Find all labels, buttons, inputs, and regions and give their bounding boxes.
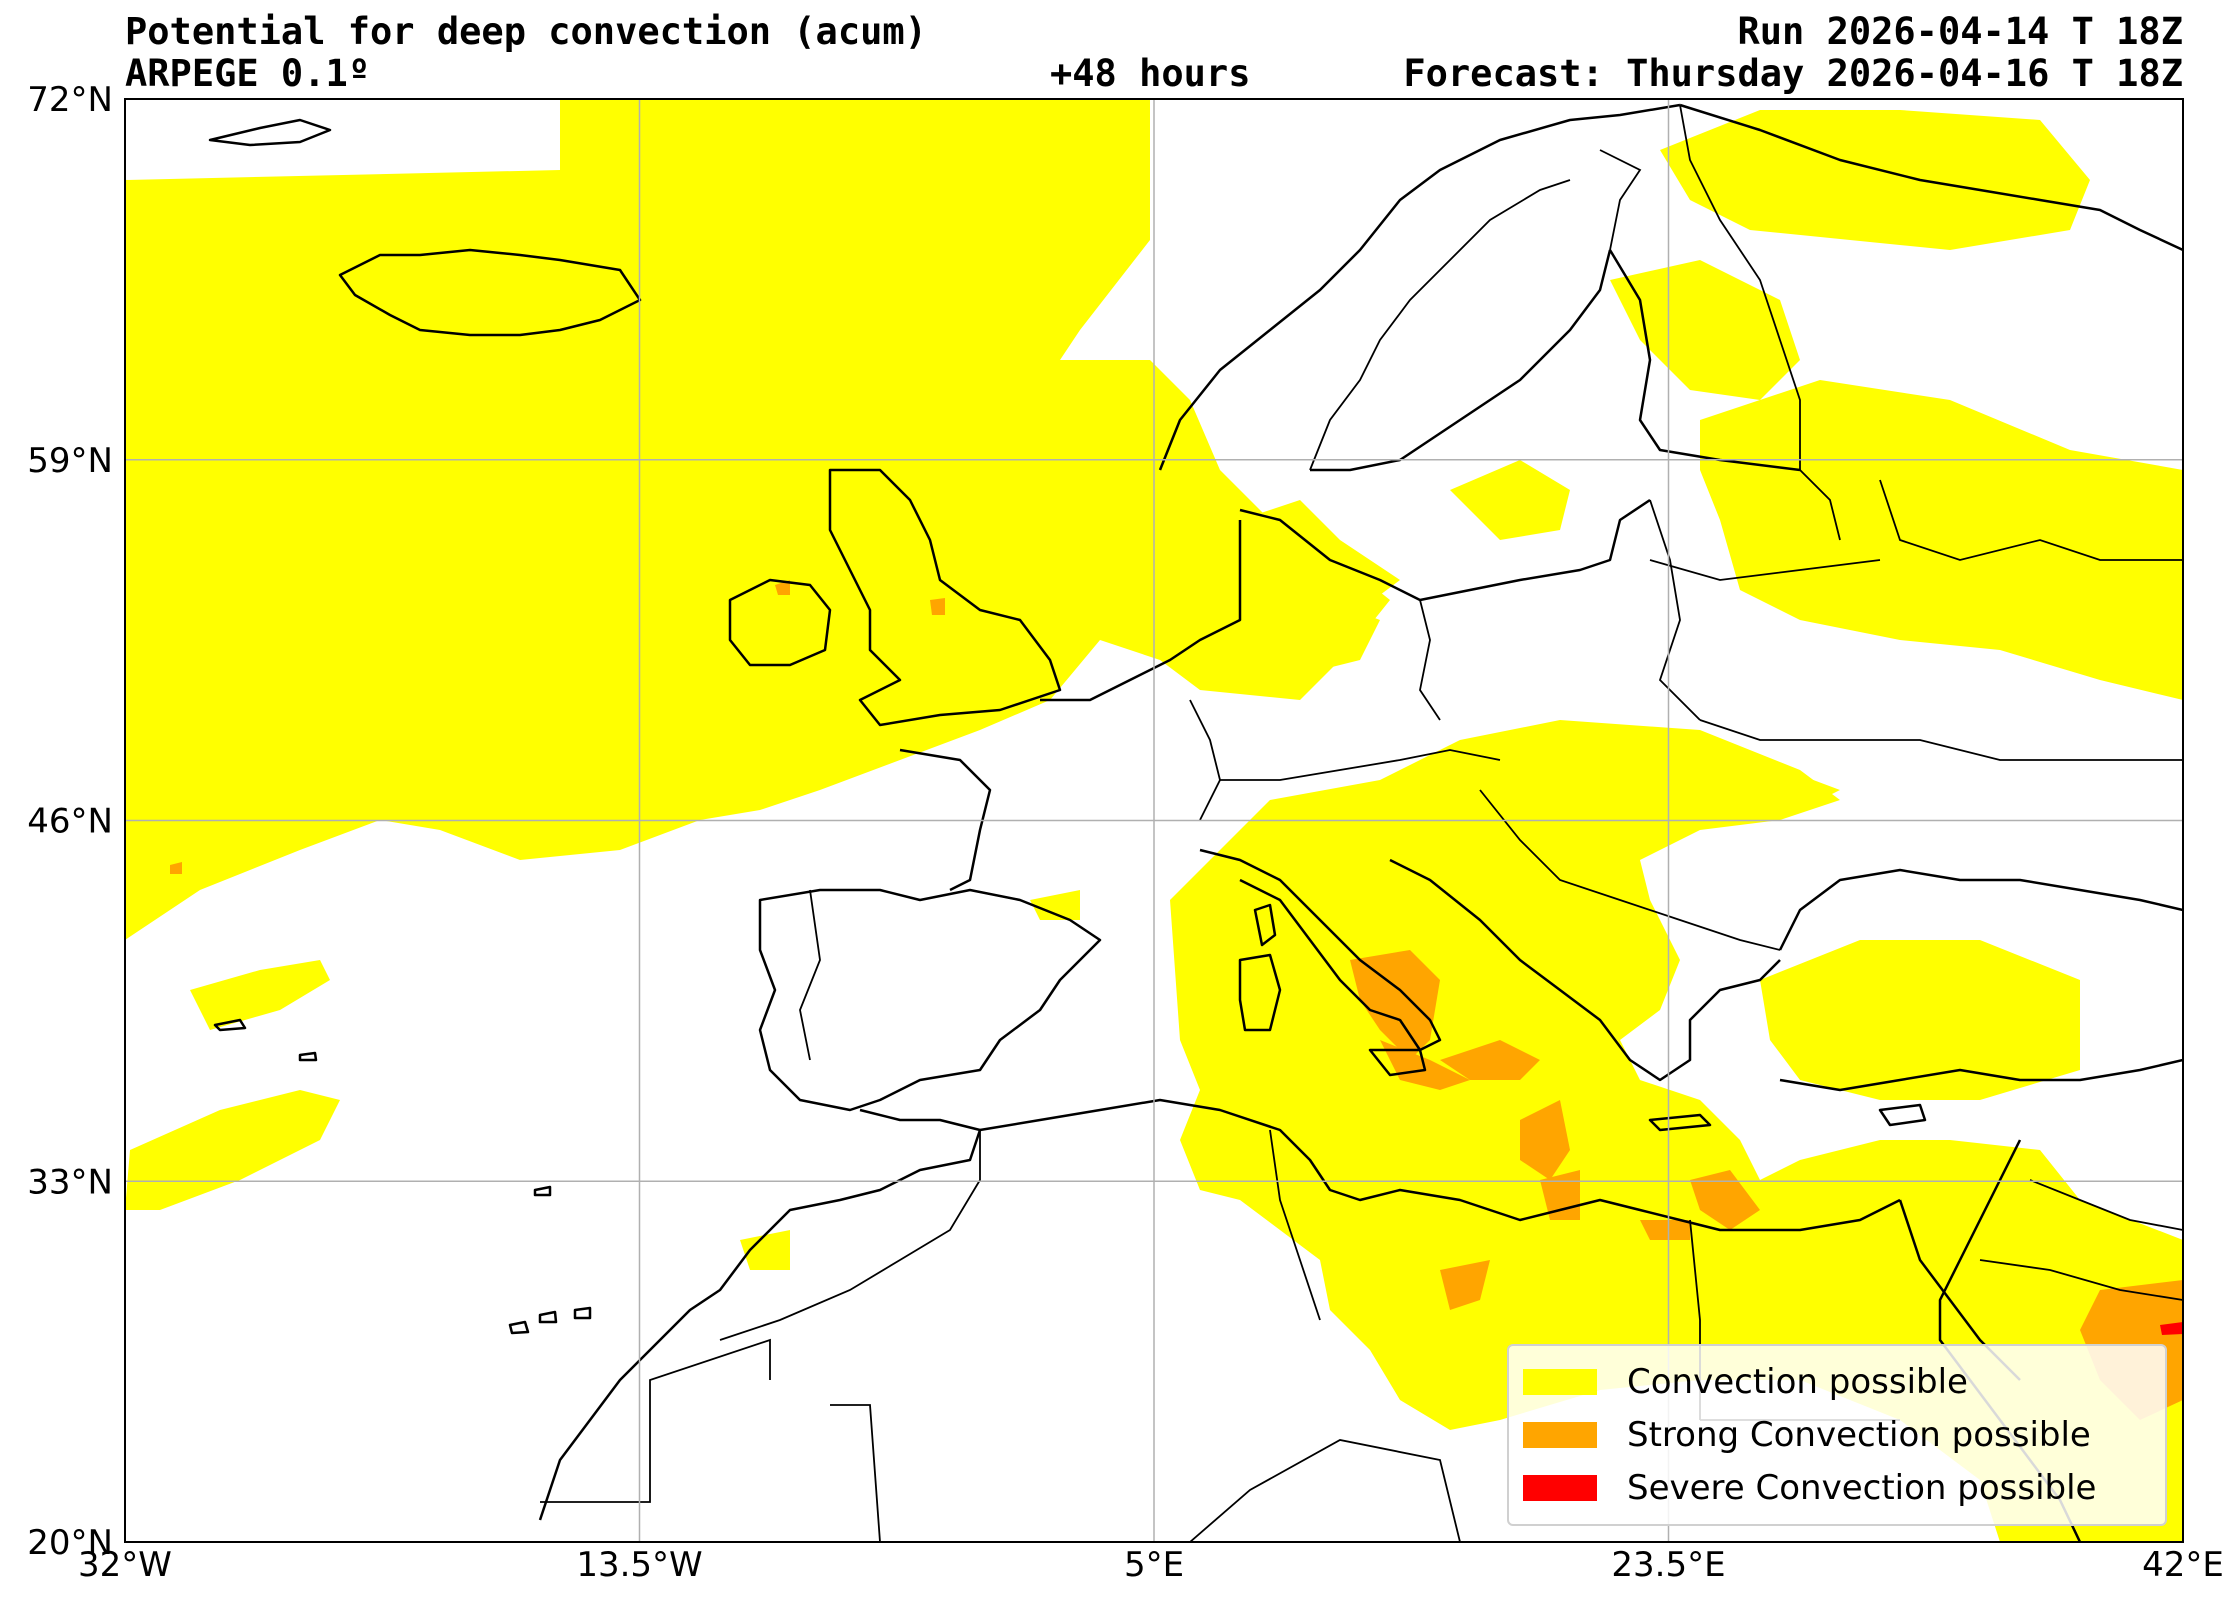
border-belarus xyxy=(1649,559,1881,581)
algeria-strong xyxy=(1440,1260,1490,1310)
model-label: ARPEGE 0.1º xyxy=(125,52,371,95)
border-baltics xyxy=(1799,469,1841,541)
balkan-coast xyxy=(1389,858,1781,1082)
iberia-east-spot xyxy=(1030,890,1080,920)
madeira-coast xyxy=(533,1185,552,1197)
lat-tick-label: 72°N xyxy=(27,80,113,120)
forecast-label: Forecast: Thursday 2026-04-16 T 18Z xyxy=(1403,52,2183,95)
border-algeria-south xyxy=(1189,1439,1461,1542)
azores-coast xyxy=(213,1018,318,1062)
border-france-germany xyxy=(1189,699,1221,821)
denmark-area xyxy=(1230,500,1400,610)
sicily-coast xyxy=(1368,1048,1427,1077)
italy-coast xyxy=(1199,848,1442,1052)
legend-swatch-convection xyxy=(1523,1369,1597,1395)
map-frame xyxy=(124,98,2184,1543)
cyprus-coast xyxy=(1878,1103,1927,1127)
border-sahara-2 xyxy=(830,1404,881,1542)
legend: Convection possible Strong Convection po… xyxy=(1507,1344,2167,1526)
border-sahara-1 xyxy=(540,1338,771,1503)
morocco-spot xyxy=(740,1230,790,1270)
border-algeria-libya xyxy=(1269,1129,1321,1321)
sweden-coast xyxy=(1310,249,1612,472)
border-russia-internal xyxy=(1879,479,2183,561)
lead-time-label: +48 hours xyxy=(1050,52,1251,95)
balkan-mediterranean-area xyxy=(1170,720,2183,1542)
france-west-coast xyxy=(899,748,992,892)
corsica-coast xyxy=(1253,903,1277,947)
italy-strong xyxy=(1350,950,1440,1060)
tick-labels: 32°W 13.5°W 5°E 23.5°E 42°E 72°N 59°N 46°N 33°N 2… xyxy=(27,80,2224,1585)
turkey-south-coast xyxy=(1779,1058,2183,1092)
lon-tick-label: 5°E xyxy=(1124,1545,1184,1585)
legend-item-convection: Convection possible xyxy=(1523,1360,1968,1404)
border-ukraine xyxy=(1699,719,2183,761)
border-central xyxy=(1220,749,1501,781)
lat-tick-label: 59°N xyxy=(27,441,113,481)
border-finland-russia xyxy=(1679,104,1801,470)
border-morocco-algeria xyxy=(719,1130,981,1341)
atlantic-band-mid xyxy=(190,960,330,1030)
ionian-strong xyxy=(1440,1040,1540,1080)
crete-coast xyxy=(1648,1113,1712,1132)
continent-north-coast xyxy=(1040,520,1242,702)
turkey-area xyxy=(1760,940,2080,1100)
lon-tick-label: 32°W xyxy=(78,1545,172,1585)
lon-tick-label: 23.5°E xyxy=(1611,1545,1725,1585)
central-europe-band xyxy=(1170,590,1380,680)
coastlines xyxy=(208,103,2183,1542)
legend-label-severe: Severe Convection possible xyxy=(1627,1468,2097,1508)
canary-islands xyxy=(508,1306,592,1335)
black-sea-coast xyxy=(1778,868,2183,951)
border-balkans xyxy=(1479,789,1781,951)
iberia-coast xyxy=(758,888,1102,1112)
border-norway-sweden xyxy=(1309,179,1571,471)
border-spain-portugal xyxy=(799,889,821,1061)
gotland-area xyxy=(1450,460,1570,540)
legend-item-severe: Severe Convection possible xyxy=(1523,1466,2096,1510)
egypt-strong xyxy=(1690,1170,1760,1230)
lon-tick-label: 13.5°W xyxy=(576,1545,702,1585)
greenland-coast xyxy=(208,118,332,147)
legend-swatch-severe xyxy=(1523,1475,1597,1501)
legend-label-convection: Convection possible xyxy=(1627,1362,1968,1402)
atlantic-convection-area xyxy=(125,99,1390,940)
legend-label-strong: Strong Convection possible xyxy=(1627,1415,2091,1455)
baltic-south-coast xyxy=(1239,498,1651,602)
egypt-strong-2 xyxy=(1640,1220,1690,1240)
sardinia-coast xyxy=(1238,953,1282,1032)
legend-swatch-strong xyxy=(1523,1422,1597,1448)
finland-area xyxy=(1610,260,1800,400)
ukraine-band xyxy=(1500,740,1840,810)
lon-tick-label: 42°E xyxy=(2142,1545,2224,1585)
severe-convection-areas xyxy=(2160,1322,2183,1335)
lat-tick-label: 20°N xyxy=(27,1523,113,1563)
atlantic-band-south xyxy=(125,1090,340,1210)
run-label: Run 2026-04-14 T 18Z xyxy=(1737,10,2183,53)
lat-tick-label: 33°N xyxy=(27,1162,113,1202)
iceland-coast xyxy=(338,248,642,337)
border-sweden-finland xyxy=(1599,149,1642,251)
border-spain-france xyxy=(969,889,1071,921)
north-russia-area xyxy=(1660,110,2090,250)
ireland-coast xyxy=(728,578,832,667)
ireland-strong xyxy=(775,580,790,595)
legend-item-strong: Strong Convection possible xyxy=(1523,1413,2091,1457)
saudi-severe xyxy=(2160,1322,2183,1335)
north-africa-coast xyxy=(979,1098,1901,1232)
atlantic-strong xyxy=(170,862,182,874)
map-title: Potential for deep convection (acum) xyxy=(125,10,927,53)
border-poland-germany xyxy=(1419,599,1441,721)
norway-coast xyxy=(1158,103,1681,471)
libya-strong-1 xyxy=(1520,1100,1570,1180)
england-strong xyxy=(930,598,945,615)
britain-coast xyxy=(828,468,1062,727)
border-saudi xyxy=(1979,1259,2183,1301)
kola-coast xyxy=(1679,103,2183,252)
border-middle-east xyxy=(2029,1179,2183,1231)
border-poland-east xyxy=(1649,499,1701,721)
lat-tick-label: 46°N xyxy=(27,802,113,842)
morocco-coast xyxy=(538,1108,982,1521)
